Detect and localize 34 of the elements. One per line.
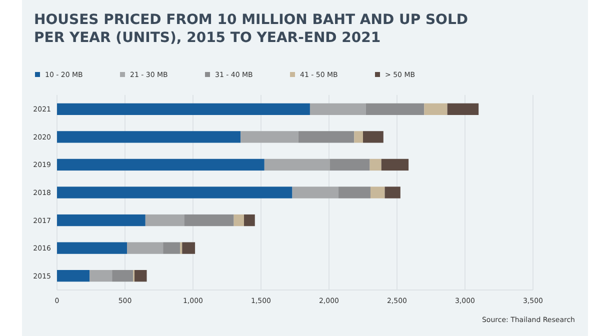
bar [57,103,310,115]
bar [127,242,164,254]
bar [298,131,354,143]
chart-title: HOUSES PRICED FROM 10 MILLION BAHT AND UP SOLD PER YEAR (UNITS), 2015 TO YEAR-END 2021 [34,12,468,46]
bar [57,242,128,254]
bar [57,270,90,282]
bar [57,131,241,143]
bar [57,186,292,198]
bar [163,242,180,254]
bar [366,103,424,115]
bar [240,131,298,143]
bar [182,242,196,254]
bar [244,214,255,226]
bar [310,103,366,115]
bar [234,214,244,226]
bar [384,186,400,198]
bar [90,270,112,282]
bar [338,186,370,198]
bar [354,131,363,143]
bar [292,186,339,198]
bar [381,158,409,171]
bar [370,158,382,171]
bar [57,158,264,171]
bar [370,186,385,198]
bar [57,214,146,226]
bar [134,270,147,282]
bar [184,214,234,226]
bar [424,103,448,115]
bar [145,214,184,226]
bar [447,103,479,115]
bar [330,158,370,171]
bar [264,158,330,171]
bar [363,131,384,143]
bar [112,270,134,282]
